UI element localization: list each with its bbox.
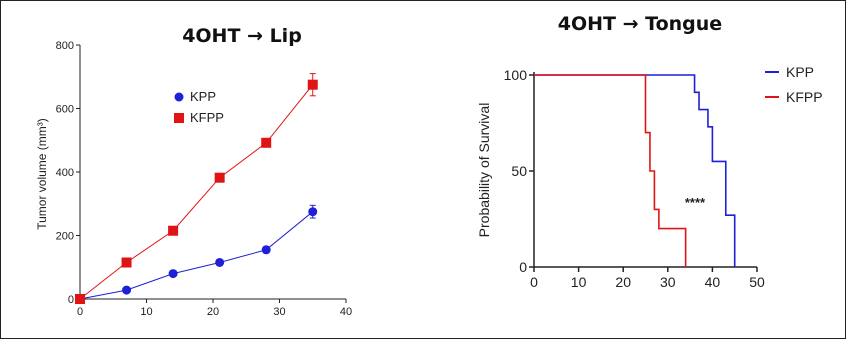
chart1-legend: KPP KFPP <box>174 89 224 125</box>
series-kpp-point <box>122 285 132 295</box>
series-kfpp-point <box>121 257 132 268</box>
series-kfpp-point <box>168 225 179 236</box>
series-kpp-point <box>215 257 225 267</box>
chart2-x-tick-label: 0 <box>530 274 538 290</box>
chart2-ticks: 0 10 20 30 40 50 0 50 100 <box>504 67 765 290</box>
chart1-x-tick-label: 20 <box>207 306 219 318</box>
chart2-y-tick-label: 0 <box>519 259 527 275</box>
legend-kpp-marker <box>174 92 184 102</box>
chart1-x-tick-label: 40 <box>340 306 352 318</box>
chart2-y-tick-label: 100 <box>504 67 528 83</box>
significance-annotation: **** <box>685 195 706 210</box>
series-kpp-survival-curve <box>534 74 736 267</box>
series-kpp-point <box>308 207 318 217</box>
chart1-title: 4OHT → Lip <box>182 25 302 47</box>
series-kfpp-point <box>75 294 85 304</box>
chart1-y-tick-label: 200 <box>56 231 74 243</box>
chart1-y-tick-label: 0 <box>68 294 74 306</box>
series-kpp-point <box>261 245 271 255</box>
chart2-x-tick-label: 40 <box>705 274 721 290</box>
chart2-y-axis-label: Probability of Survival <box>476 103 492 238</box>
legend2-kfpp-label: KFPP <box>786 89 823 105</box>
series-kpp-point <box>168 269 178 279</box>
series-kfpp-point <box>214 172 225 183</box>
legend-kfpp-label: KFPP <box>190 110 224 125</box>
chart1-x-tick-label: 30 <box>273 306 285 318</box>
legend-kpp-label: KPP <box>190 89 216 104</box>
chart2-title: 4OHT → Tongue <box>558 13 722 35</box>
chart2-x-tick-label: 10 <box>571 274 587 290</box>
chart2-x-tick-label: 50 <box>749 274 765 290</box>
series-kfpp-survival-curve <box>534 74 687 267</box>
chart2-legend: KPP KFPP <box>765 64 823 105</box>
series-kfpp-line <box>79 84 314 300</box>
tumor-volume-chart: 4OHT → Lip Tumor volume (mm³) 0 10 20 30 400… <box>35 25 352 318</box>
chart1-series <box>75 73 318 304</box>
chart1-y-tick-label: 400 <box>56 167 74 179</box>
series-kpp-line <box>79 211 314 300</box>
chart2-axes <box>533 72 757 268</box>
chart1-y-axis-label: Tumor volume (mm³) <box>35 118 49 230</box>
chart1-y-tick-label: 800 <box>56 40 74 52</box>
chart2-x-tick-label: 30 <box>660 274 676 290</box>
chart2-series <box>534 74 736 267</box>
chart1-y-tick-label: 600 <box>56 104 74 116</box>
series-kfpp-point <box>307 79 318 90</box>
legend-kfpp-marker <box>174 113 184 123</box>
chart2-x-tick-label: 20 <box>615 274 631 290</box>
series-kfpp-point <box>261 137 272 148</box>
legend2-kpp-label: KPP <box>786 64 814 80</box>
chart1-x-tick-label: 10 <box>140 306 152 318</box>
chart2-y-tick-label: 50 <box>511 163 527 179</box>
chart1-x-tick-label: 0 <box>77 306 83 318</box>
